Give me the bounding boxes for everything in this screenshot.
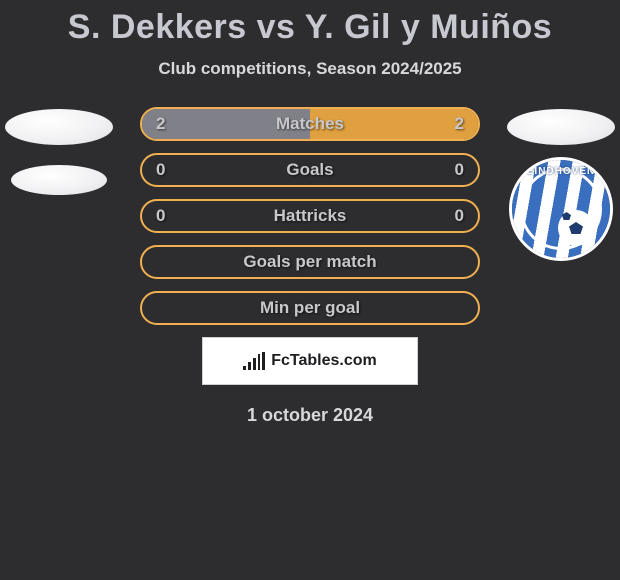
player-right-avatar: EINDHOVEN [496, 109, 620, 277]
page-title: S. Dekkers vs Y. Gil y Muiños [0, 0, 620, 47]
stat-right-value: 2 [455, 114, 464, 134]
stat-label: Hattricks [274, 206, 347, 226]
avatar-placeholder-icon [507, 109, 615, 145]
footer-date: 1 october 2024 [0, 405, 620, 426]
avatar-placeholder-icon [5, 109, 113, 145]
stat-row: 2 Matches 2 [140, 107, 480, 141]
player-left-avatar [0, 109, 124, 277]
stat-label: Goals per match [243, 252, 376, 272]
club-badge-label: EINDHOVEN [512, 166, 610, 177]
stat-label: Min per goal [260, 298, 360, 318]
stat-left-value: 0 [156, 160, 165, 180]
subtitle: Club competitions, Season 2024/2025 [0, 59, 620, 79]
brand-footer: FcTables.com [202, 337, 418, 385]
stat-left-value: 2 [156, 114, 165, 134]
stat-label: Goals [286, 160, 333, 180]
stat-right-value: 0 [455, 160, 464, 180]
stat-row: 0 Hattricks 0 [140, 199, 480, 233]
stat-left-value: 0 [156, 206, 165, 226]
club-badge-icon: EINDHOVEN [509, 157, 613, 261]
comparison-area: EINDHOVEN 2 Matches 2 0 Goals 0 0 Hattricks 0 Goa… [0, 107, 620, 325]
club-placeholder-icon [11, 165, 107, 195]
stat-right-value: 0 [455, 206, 464, 226]
brand-logo-icon [243, 352, 265, 370]
brand-name: FcTables.com [271, 352, 377, 370]
stat-row: 0 Goals 0 [140, 153, 480, 187]
stat-label: Matches [276, 114, 344, 134]
stat-row: Goals per match [140, 245, 480, 279]
stat-row: Min per goal [140, 291, 480, 325]
